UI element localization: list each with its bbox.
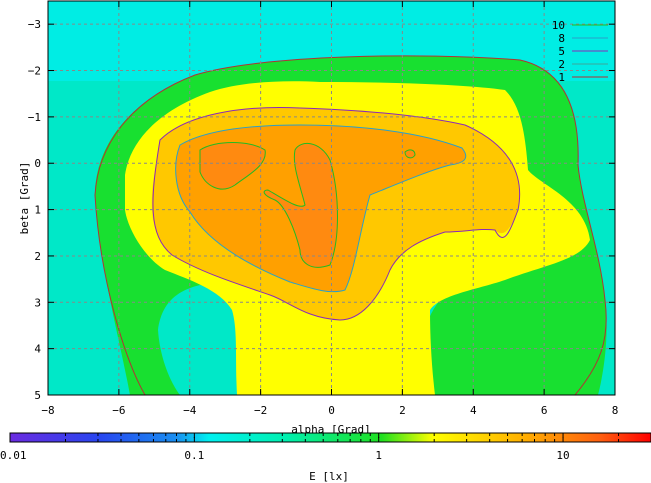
y-tick-label: 2: [34, 250, 41, 263]
y-tick-label: 3: [34, 296, 41, 309]
colorbar-ticks: 0.01 0.1 1 10: [0, 433, 651, 462]
y-tick-label: −3: [28, 18, 41, 31]
contour-lines: [94, 55, 607, 395]
zone-10lx: [200, 142, 338, 268]
contour-8: [175, 124, 467, 293]
contour-10-right: [404, 149, 416, 159]
y-tick-label: 5: [34, 389, 41, 402]
legend-label: 10: [552, 19, 565, 32]
x-tick-label: −8: [41, 404, 54, 417]
x-tick-label: 0: [328, 404, 335, 417]
y-tick-label: −2: [28, 65, 41, 78]
legend-label: 1: [558, 71, 565, 84]
contour-10-center: [263, 142, 338, 268]
contour-1: [94, 55, 607, 395]
colorbar-tick-label: 1: [375, 449, 382, 462]
x-tick-label: 6: [541, 404, 548, 417]
x-axis: −8 −6 −4 −2 0 2 4 6 8: [41, 1, 618, 417]
y-axis-label: beta [Grad]: [18, 162, 31, 235]
colorbar-tick-label: 10: [556, 449, 569, 462]
zone-peak-right: [405, 149, 415, 158]
legend-label: 8: [558, 32, 565, 45]
x-tick-label: 4: [470, 404, 477, 417]
legend-label: 2: [558, 58, 565, 71]
y-tick-label: −1: [28, 111, 41, 124]
heatmap: [48, 1, 615, 395]
legend-label: 5: [558, 45, 565, 58]
colorbar-label: E [lx]: [309, 470, 349, 483]
colorbar-tick-label: 0.1: [184, 449, 204, 462]
x-tick-label: −6: [112, 404, 125, 417]
contour-5: [152, 107, 521, 321]
y-tick-label: 0: [34, 157, 41, 170]
colorbar: 0.01 0.1 1 10 E [lx]: [0, 432, 651, 483]
x-tick-label: −4: [183, 404, 197, 417]
colorbar-tick-label: 0.01: [0, 449, 27, 462]
x-tick-label: 8: [612, 404, 619, 417]
y-tick-label: 4: [34, 343, 41, 356]
x-tick-label: −2: [254, 404, 267, 417]
x-tick-label: 2: [399, 404, 406, 417]
contour-10-left: [199, 142, 266, 190]
y-tick-label: 1: [34, 204, 41, 217]
grid-lines: [48, 1, 615, 395]
